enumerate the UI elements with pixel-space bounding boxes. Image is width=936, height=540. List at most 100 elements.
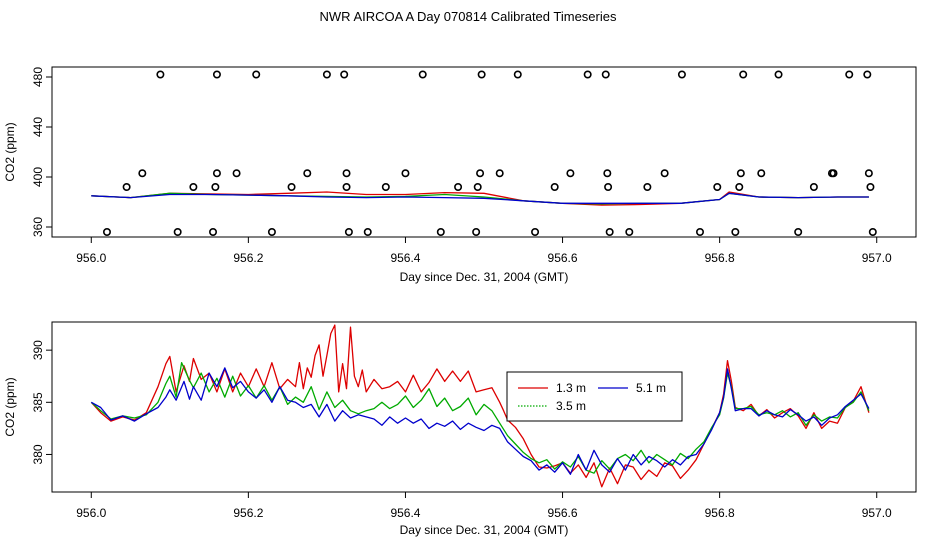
calibration-point [473,183,482,192]
calibration-point [809,183,818,192]
calibration-point [476,169,485,178]
bottom-y-axis-label: CO2 (ppm) [3,377,17,436]
calibration-point [736,169,745,178]
calibration-point [605,228,614,237]
calibration-point [287,183,296,192]
calibration-point [322,70,331,79]
bottom-x-axis: 956.0 956.2 956.4 956.6 956.8 957.0 [76,492,892,520]
legend-box [506,371,683,422]
calibration-point [209,228,218,237]
calibration-point [735,183,744,192]
calibration-point [344,228,353,237]
legend: 1.3 m 3.5 m 5.1 m [506,371,683,422]
calibration-point [418,70,427,79]
top-y-axis: 360 400 440 480 [31,67,52,237]
top-x-axis-label: Day since Dec. 31, 2004 (GMT) [400,270,569,284]
top-plot-frame [51,66,917,238]
calibration-point [677,70,686,79]
top-y-axis-label: CO2 (ppm) [3,122,17,181]
calibration-point [660,169,669,178]
calibration-point [189,183,198,192]
calibration-point [829,169,838,178]
bottom-panel: 380 385 390 956.0 956.2 956.4 956.6 956.8 957.0… [3,321,917,537]
calibration-point [267,228,276,237]
x-tick-label: 956.4 [390,251,420,265]
top-x-axis: 956.0 956.2 956.4 956.6 956.8 957.0 [76,237,892,265]
calibration-point [363,228,372,237]
calibration-point [232,169,241,178]
legend-label-3-5m: 3.5 m [556,399,586,413]
calibration-point [603,169,612,178]
calibration-point [122,183,131,192]
x-tick-label: 956.6 [548,251,578,265]
y-tick-label: 385 [31,392,45,412]
y-tick-label: 360 [31,217,45,237]
calibration-point [774,70,783,79]
calibration-point [173,228,182,237]
series-line-1-3-m [90,324,870,488]
series-line-5-1-m [90,367,870,475]
y-tick-label: 480 [31,67,45,87]
chart-title: NWR AIRCOA A Day 070814 Calibrated Times… [319,9,617,24]
x-tick-label: 956.8 [705,506,735,520]
calibration-point [156,70,165,79]
calibration-point [342,169,351,178]
calibration-point [340,70,349,79]
bottom-x-axis-label: Day since Dec. 31, 2004 (GMT) [400,523,569,537]
calibration-point [477,70,486,79]
bottom-plot-frame [51,321,917,493]
x-tick-label: 956.8 [705,251,735,265]
calibration-point [381,183,390,192]
calibration-point [436,228,445,237]
calibration-point [212,70,221,79]
calibration-point [713,183,722,192]
calibration-point [212,169,221,178]
calibration-point [583,70,592,79]
legend-label-1-3m: 1.3 m [556,381,586,395]
legend-label-5-1m: 5.1 m [636,381,666,395]
calibration-point [868,228,877,237]
calibration-point [513,70,522,79]
x-tick-label: 956.0 [76,251,106,265]
calibration-point [739,70,748,79]
y-tick-label: 380 [31,444,45,464]
calibration-point [472,228,481,237]
top-calibration-points [102,70,877,237]
x-tick-label: 956.6 [548,506,578,520]
calibration-point [731,228,740,237]
x-tick-label: 956.0 [76,506,106,520]
y-tick-label: 440 [31,117,45,137]
y-tick-label: 400 [31,167,45,187]
x-tick-label: 956.2 [233,506,263,520]
calibration-point [794,228,803,237]
calibration-point [102,228,111,237]
bottom-y-axis: 380 385 390 [31,340,52,464]
calibration-point [604,183,613,192]
calibration-point [252,70,261,79]
calibration-point [566,169,575,178]
calibration-point [342,183,351,192]
calibration-point [695,228,704,237]
calibration-point [625,228,634,237]
calibration-point [845,70,854,79]
bottom-series-lines [90,324,870,488]
calibration-point [864,169,873,178]
calibration-point [550,183,559,192]
calibration-point [454,183,463,192]
calibration-point [863,70,872,79]
x-tick-label: 956.2 [233,251,263,265]
y-tick-label: 390 [31,340,45,360]
top-series-lines [91,191,869,206]
x-tick-label: 957.0 [862,506,892,520]
series-line-5-1-m [91,192,869,204]
calibration-point [643,183,652,192]
calibration-point [303,169,312,178]
calibration-point [866,183,875,192]
x-tick-label: 957.0 [862,251,892,265]
calibration-point [401,169,410,178]
series-line-3-5-m [90,362,870,474]
calibration-point [138,169,147,178]
calibration-point [531,228,540,237]
